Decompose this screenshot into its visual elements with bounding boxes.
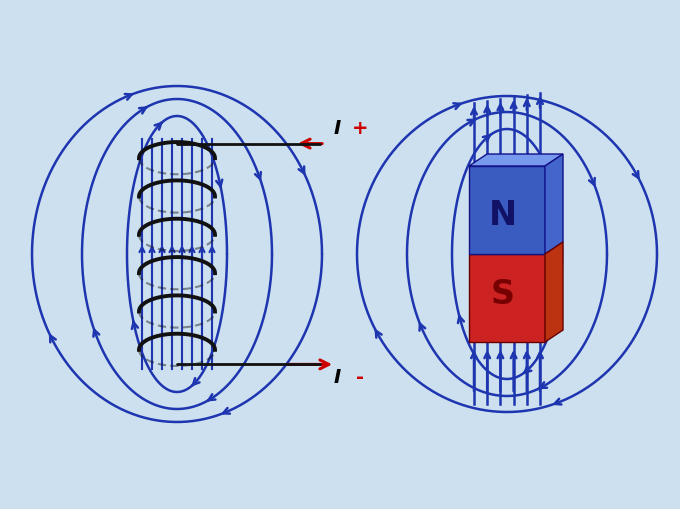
Polygon shape (469, 155, 563, 166)
Text: S: S (491, 277, 515, 310)
Polygon shape (469, 254, 545, 343)
Text: I: I (333, 367, 341, 387)
Text: N: N (489, 199, 517, 232)
Polygon shape (545, 155, 563, 254)
Text: -: - (356, 367, 364, 387)
Text: +: + (352, 119, 369, 137)
Polygon shape (469, 166, 545, 254)
Text: I: I (333, 119, 341, 137)
Polygon shape (545, 242, 563, 343)
